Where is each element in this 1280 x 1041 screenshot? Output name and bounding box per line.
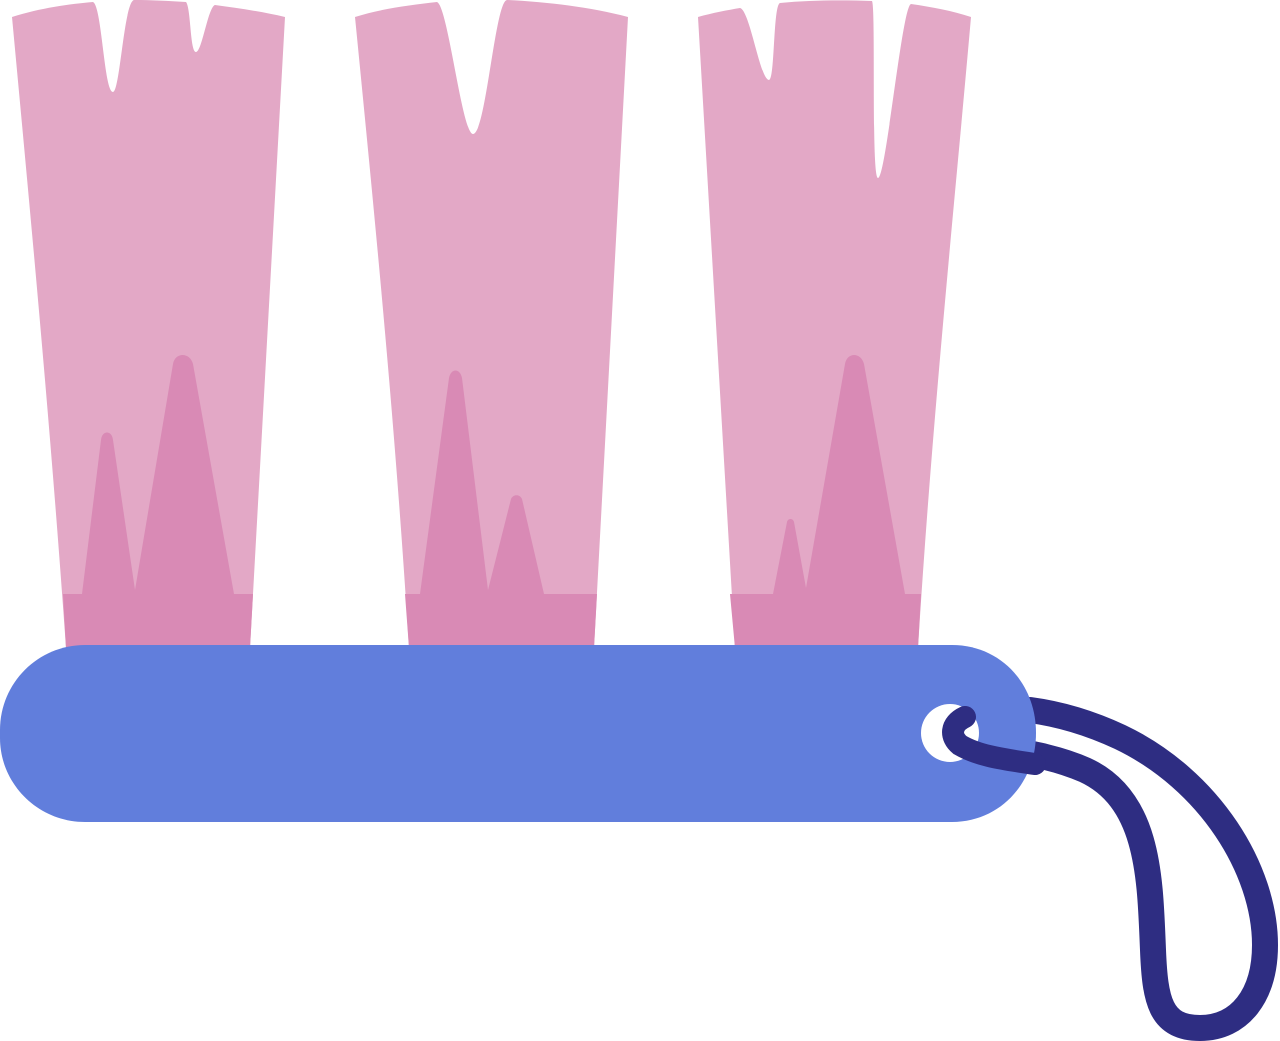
cord-knot	[942, 706, 1046, 775]
bristle-tuft-left	[12, 0, 285, 648]
tuft-left-light	[12, 0, 285, 648]
tuft-right-light	[698, 0, 971, 649]
tuft-middle-light	[355, 0, 628, 648]
bristle-tuft-right	[698, 0, 971, 649]
tuft-middle-dark	[405, 370, 597, 648]
bristle-tuft-middle	[355, 0, 628, 648]
tuft-left-dark	[63, 355, 253, 648]
brush-handle	[0, 645, 1036, 822]
tuft-right-dark	[730, 355, 921, 648]
cord-loop	[957, 697, 1278, 1041]
